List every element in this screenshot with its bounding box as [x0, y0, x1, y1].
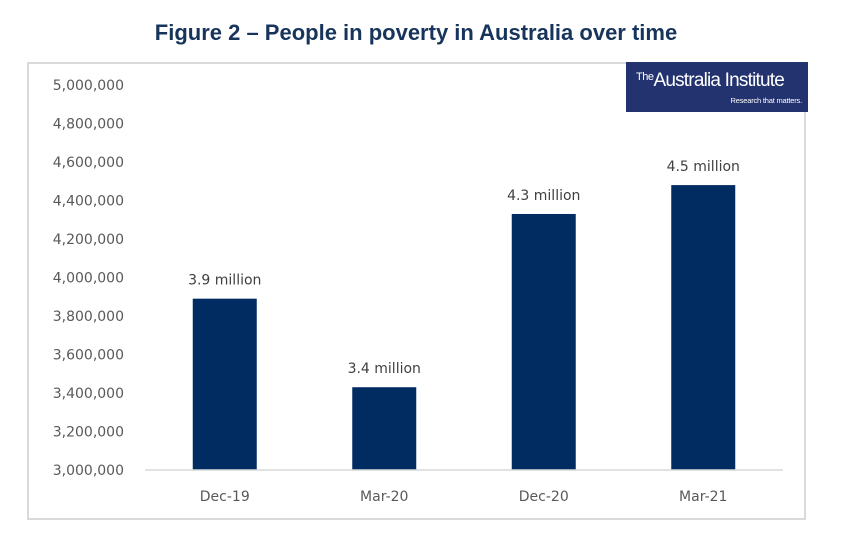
y-tick-label: 4,400,000: [53, 194, 124, 210]
logo-the: The: [636, 71, 654, 83]
y-axis-ticks: 3,000,000 3,200,000 3,400,000 3,600,000 3,80…: [53, 78, 124, 479]
y-tick-label: 3,200,000: [53, 425, 124, 441]
data-label: 3.4 million: [348, 361, 421, 377]
x-axis-ticks: Dec-19 Mar-20 Dec-20 Mar-21: [200, 489, 728, 505]
x-tick-label: Mar-21: [679, 489, 727, 505]
logo-tagline: Research that matters.: [730, 96, 803, 105]
bar-dec-20: [511, 213, 576, 470]
y-tick-label: 4,200,000: [53, 232, 124, 248]
x-tick-label: Mar-20: [360, 489, 408, 505]
logo-brand: TheAustralia Institute: [636, 70, 785, 92]
y-tick-label: 4,800,000: [53, 117, 124, 133]
x-tick-label: Dec-20: [519, 489, 569, 505]
x-tick-label: Dec-19: [200, 489, 250, 505]
data-label: 4.3 million: [507, 188, 580, 204]
data-label: 4.5 million: [667, 159, 740, 175]
y-tick-label: 4,000,000: [53, 271, 124, 287]
y-tick-label: 3,000,000: [53, 463, 124, 479]
data-label: 3.9 million: [188, 273, 261, 289]
bar-mar-20: [352, 387, 417, 470]
bar-dec-19: [192, 298, 257, 470]
y-tick-label: 3,800,000: [53, 309, 124, 325]
y-tick-label: 5,000,000: [53, 78, 124, 94]
bar-mar-21: [671, 185, 736, 470]
y-tick-label: 4,600,000: [53, 155, 124, 171]
logo-name: Australia Institute: [653, 70, 785, 91]
data-labels: 3.9 million 3.4 million 4.3 million 4.5 mil…: [188, 159, 740, 377]
bars: [192, 185, 736, 470]
chart-title: Figure 2 – People in poverty in Australi…: [154, 20, 678, 45]
y-tick-label: 3,400,000: [53, 386, 124, 402]
australia-institute-logo: TheAustralia Institute Research that mat…: [626, 62, 808, 112]
y-tick-label: 3,600,000: [53, 348, 124, 364]
